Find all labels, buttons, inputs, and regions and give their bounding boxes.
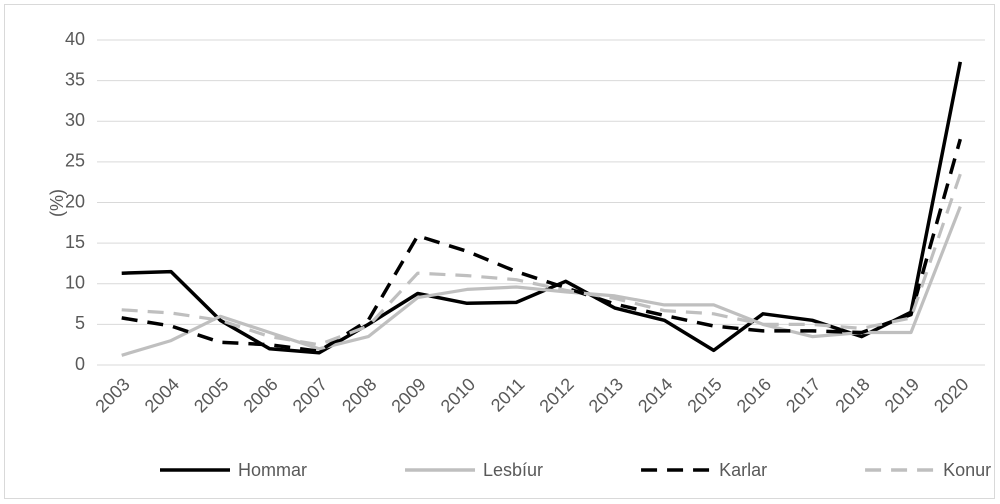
y-tick-label: 25 xyxy=(65,151,85,171)
y-tick-label: 30 xyxy=(65,110,85,130)
y-tick-label: 0 xyxy=(75,354,85,374)
y-tick-label: 40 xyxy=(65,29,85,49)
y-tick-label: 15 xyxy=(65,232,85,252)
y-tick-label: 35 xyxy=(65,69,85,89)
series-line xyxy=(121,173,962,347)
series-line xyxy=(121,138,962,353)
y-tick-label: 5 xyxy=(75,313,85,333)
series-line xyxy=(121,206,962,357)
legend-label: Karlar xyxy=(719,460,767,480)
y-axis-label: (%) xyxy=(47,189,67,217)
legend-label: Konur xyxy=(943,460,991,480)
y-tick-label: 20 xyxy=(65,191,85,211)
chart-frame xyxy=(4,4,995,499)
legend-label: Hommar xyxy=(238,460,307,480)
y-tick-label: 10 xyxy=(65,273,85,293)
legend-label: Lesbíur xyxy=(483,460,543,480)
